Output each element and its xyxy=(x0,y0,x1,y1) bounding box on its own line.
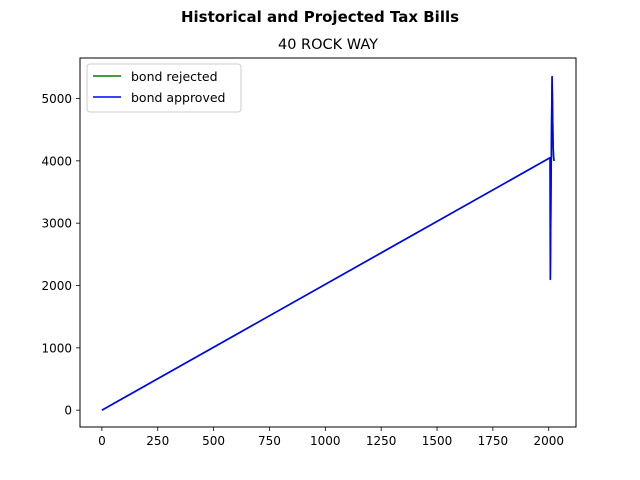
x-tick-label: 1500 xyxy=(422,434,453,448)
x-tick-label: 1000 xyxy=(310,434,341,448)
y-tick-label: 5000 xyxy=(41,92,72,106)
y-tick-label: 2000 xyxy=(41,279,72,293)
x-axis-ticks: 0 250 500 750 1000 1250 1500 1750 2000 xyxy=(98,427,564,448)
y-tick-label: 0 xyxy=(64,404,72,418)
series-line-bond-approved xyxy=(101,75,555,411)
legend-label-bond-rejected: bond rejected xyxy=(131,69,218,84)
chart-title: 40 ROCK WAY xyxy=(278,37,378,53)
y-axis-ticks: 0 1000 2000 3000 4000 5000 xyxy=(41,92,80,418)
y-tick-label: 4000 xyxy=(41,154,72,168)
x-tick-label: 1250 xyxy=(366,434,397,448)
x-tick-label: 2000 xyxy=(533,434,564,448)
legend-box xyxy=(86,63,242,113)
x-tick-label: 500 xyxy=(202,434,225,448)
series-line-bond-rejected xyxy=(101,75,555,411)
legend-label-bond-approved: bond approved xyxy=(131,90,225,105)
x-tick-label: 1750 xyxy=(478,434,509,448)
y-tick-label: 3000 xyxy=(41,217,72,231)
plot-frame xyxy=(79,57,577,428)
x-tick-label: 0 xyxy=(98,434,106,448)
series-layer xyxy=(101,75,555,411)
y-tick-label: 1000 xyxy=(41,341,72,355)
x-tick-label: 750 xyxy=(258,434,281,448)
chart-suptitle: Historical and Projected Tax Bills xyxy=(181,8,459,26)
legend: bond rejected bond approved xyxy=(86,63,242,113)
x-tick-label: 250 xyxy=(146,434,169,448)
